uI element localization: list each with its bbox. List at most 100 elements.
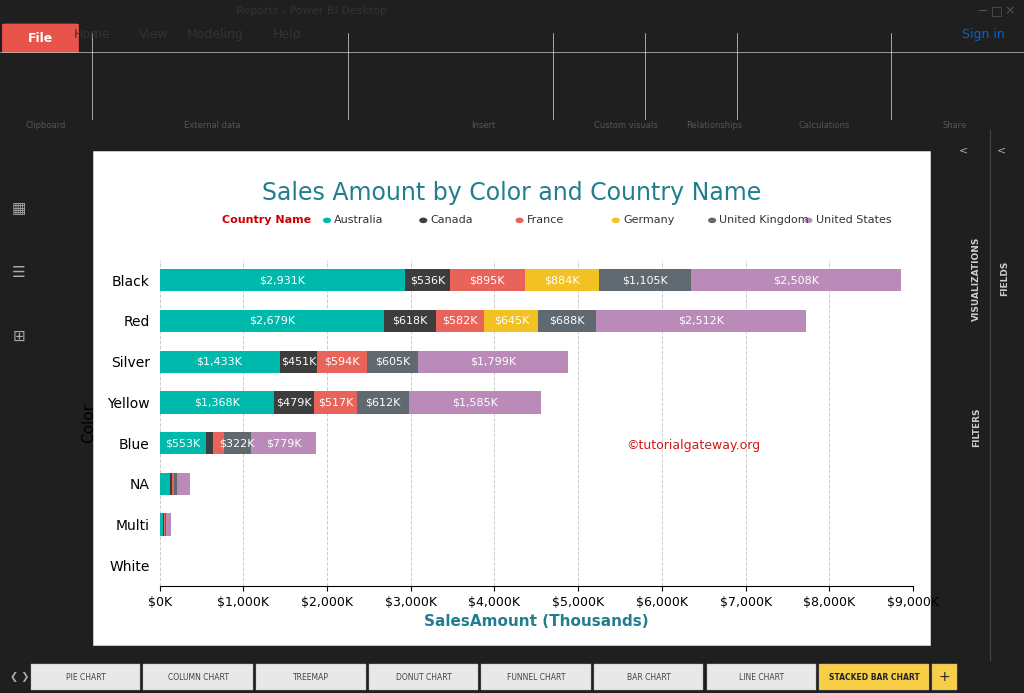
Bar — [160, 432, 206, 455]
FancyBboxPatch shape — [256, 664, 366, 690]
Bar — [224, 432, 251, 455]
Text: STACKED BAR CHART: STACKED BAR CHART — [828, 672, 920, 681]
Bar — [274, 392, 314, 414]
Text: $582K: $582K — [442, 316, 478, 326]
Text: Germany: Germany — [623, 216, 675, 225]
Text: +: + — [939, 670, 950, 684]
Bar — [160, 310, 384, 332]
Bar — [596, 310, 806, 332]
FancyBboxPatch shape — [707, 664, 816, 690]
Text: FILTERS: FILTERS — [973, 407, 981, 447]
Bar — [177, 473, 190, 495]
Text: $2,508K: $2,508K — [773, 275, 819, 286]
Bar — [409, 392, 542, 414]
Text: Insert: Insert — [471, 121, 496, 130]
Text: FUNNEL CHART: FUNNEL CHART — [507, 672, 565, 681]
Bar — [206, 432, 213, 455]
Text: $1,585K: $1,585K — [453, 398, 498, 407]
Text: ❮ ❯: ❮ ❯ — [10, 672, 30, 682]
Bar — [170, 473, 172, 495]
Text: United Kingdom: United Kingdom — [719, 216, 809, 225]
Text: Custom visuals: Custom visuals — [594, 121, 657, 130]
Text: $618K: $618K — [392, 316, 427, 326]
X-axis label: SalesAmount (Thousands): SalesAmount (Thousands) — [424, 614, 648, 629]
Bar — [314, 392, 357, 414]
Bar — [160, 351, 280, 373]
Text: $479K: $479K — [276, 398, 312, 407]
FancyBboxPatch shape — [369, 664, 478, 690]
Bar — [418, 351, 568, 373]
FancyBboxPatch shape — [594, 664, 703, 690]
Bar — [484, 310, 539, 332]
Text: $2,512K: $2,512K — [678, 316, 724, 326]
Text: $612K: $612K — [366, 398, 400, 407]
Bar — [174, 473, 177, 495]
Text: FIELDS: FIELDS — [1000, 261, 1010, 297]
Text: $1,433K: $1,433K — [197, 357, 243, 367]
Text: $645K: $645K — [494, 316, 529, 326]
Bar — [160, 514, 163, 536]
Text: $594K: $594K — [325, 357, 359, 367]
FancyBboxPatch shape — [932, 664, 957, 690]
FancyBboxPatch shape — [481, 664, 591, 690]
Text: Modeling: Modeling — [186, 28, 244, 42]
Bar — [691, 269, 901, 292]
Text: Relationships: Relationships — [686, 121, 742, 130]
Text: $1,368K: $1,368K — [194, 398, 240, 407]
Text: $1,799K: $1,799K — [470, 357, 516, 367]
Text: Share: Share — [942, 121, 967, 130]
Bar — [172, 473, 174, 495]
Text: Sales Amount by Color and Country Name: Sales Amount by Color and Country Name — [261, 181, 761, 205]
Text: $884K: $884K — [544, 275, 580, 286]
Text: $1,105K: $1,105K — [623, 275, 668, 286]
Text: DONUT CHART: DONUT CHART — [395, 672, 452, 681]
Bar — [539, 310, 596, 332]
Text: ⊞: ⊞ — [12, 329, 26, 344]
Text: $536K: $536K — [410, 275, 445, 286]
Text: $517K: $517K — [318, 398, 353, 407]
Bar — [404, 269, 450, 292]
Text: United States: United States — [815, 216, 891, 225]
Text: COLUMN CHART: COLUMN CHART — [168, 672, 228, 681]
Text: Help: Help — [272, 28, 301, 42]
Bar — [165, 514, 166, 536]
Text: Country Name: Country Name — [222, 216, 318, 225]
Bar — [384, 310, 435, 332]
Text: Clipboard: Clipboard — [26, 121, 66, 130]
Text: Australia: Australia — [334, 216, 384, 225]
Text: France: France — [526, 216, 564, 225]
FancyBboxPatch shape — [31, 664, 140, 690]
Bar — [599, 269, 691, 292]
Text: $2,931K: $2,931K — [259, 275, 305, 286]
Text: □: □ — [990, 4, 1002, 17]
Bar — [435, 310, 484, 332]
Text: $895K: $895K — [470, 275, 505, 286]
Text: Canada: Canada — [430, 216, 473, 225]
Bar — [251, 432, 316, 455]
Text: PIE CHART: PIE CHART — [66, 672, 105, 681]
Text: TREEMAP: TREEMAP — [293, 672, 329, 681]
Text: −: − — [978, 4, 988, 17]
Bar — [367, 351, 418, 373]
Text: $605K: $605K — [375, 357, 410, 367]
Text: BAR CHART: BAR CHART — [627, 672, 671, 681]
FancyBboxPatch shape — [2, 24, 79, 53]
Text: Sign in: Sign in — [962, 28, 1005, 42]
Bar — [280, 351, 317, 373]
Text: $688K: $688K — [549, 316, 585, 326]
Bar — [213, 432, 224, 455]
Bar — [160, 392, 274, 414]
Text: LINE CHART: LINE CHART — [738, 672, 784, 681]
Bar — [160, 473, 170, 495]
FancyBboxPatch shape — [819, 664, 929, 690]
Text: ▦: ▦ — [12, 202, 27, 216]
FancyBboxPatch shape — [143, 664, 253, 690]
Bar — [450, 269, 524, 292]
Text: Reports - Power BI Desktop: Reports - Power BI Desktop — [236, 6, 386, 16]
Bar — [160, 269, 404, 292]
Text: Home: Home — [74, 28, 111, 42]
FancyBboxPatch shape — [92, 151, 930, 645]
Bar — [357, 392, 409, 414]
Text: $779K: $779K — [265, 438, 301, 448]
Text: <: < — [958, 146, 968, 156]
